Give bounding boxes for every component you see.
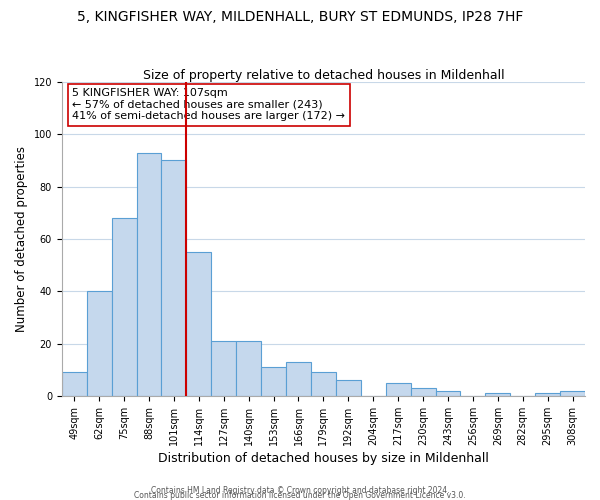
- Bar: [336, 380, 361, 396]
- Bar: [62, 372, 86, 396]
- Text: Contains HM Land Registry data © Crown copyright and database right 2024.: Contains HM Land Registry data © Crown c…: [151, 486, 449, 495]
- Text: 5 KINGFISHER WAY: 107sqm
← 57% of detached houses are smaller (243)
41% of semi-: 5 KINGFISHER WAY: 107sqm ← 57% of detach…: [72, 88, 345, 122]
- Bar: [560, 390, 585, 396]
- Bar: [311, 372, 336, 396]
- Bar: [410, 388, 436, 396]
- Bar: [137, 152, 161, 396]
- Bar: [535, 394, 560, 396]
- X-axis label: Distribution of detached houses by size in Mildenhall: Distribution of detached houses by size …: [158, 452, 489, 465]
- Bar: [436, 390, 460, 396]
- Text: 5, KINGFISHER WAY, MILDENHALL, BURY ST EDMUNDS, IP28 7HF: 5, KINGFISHER WAY, MILDENHALL, BURY ST E…: [77, 10, 523, 24]
- Bar: [485, 394, 510, 396]
- Title: Size of property relative to detached houses in Mildenhall: Size of property relative to detached ho…: [143, 69, 504, 82]
- Bar: [261, 367, 286, 396]
- Bar: [112, 218, 137, 396]
- Bar: [236, 341, 261, 396]
- Bar: [161, 160, 187, 396]
- Text: Contains public sector information licensed under the Open Government Licence v3: Contains public sector information licen…: [134, 491, 466, 500]
- Bar: [211, 341, 236, 396]
- Bar: [286, 362, 311, 396]
- Bar: [187, 252, 211, 396]
- Bar: [386, 383, 410, 396]
- Y-axis label: Number of detached properties: Number of detached properties: [15, 146, 28, 332]
- Bar: [86, 292, 112, 396]
